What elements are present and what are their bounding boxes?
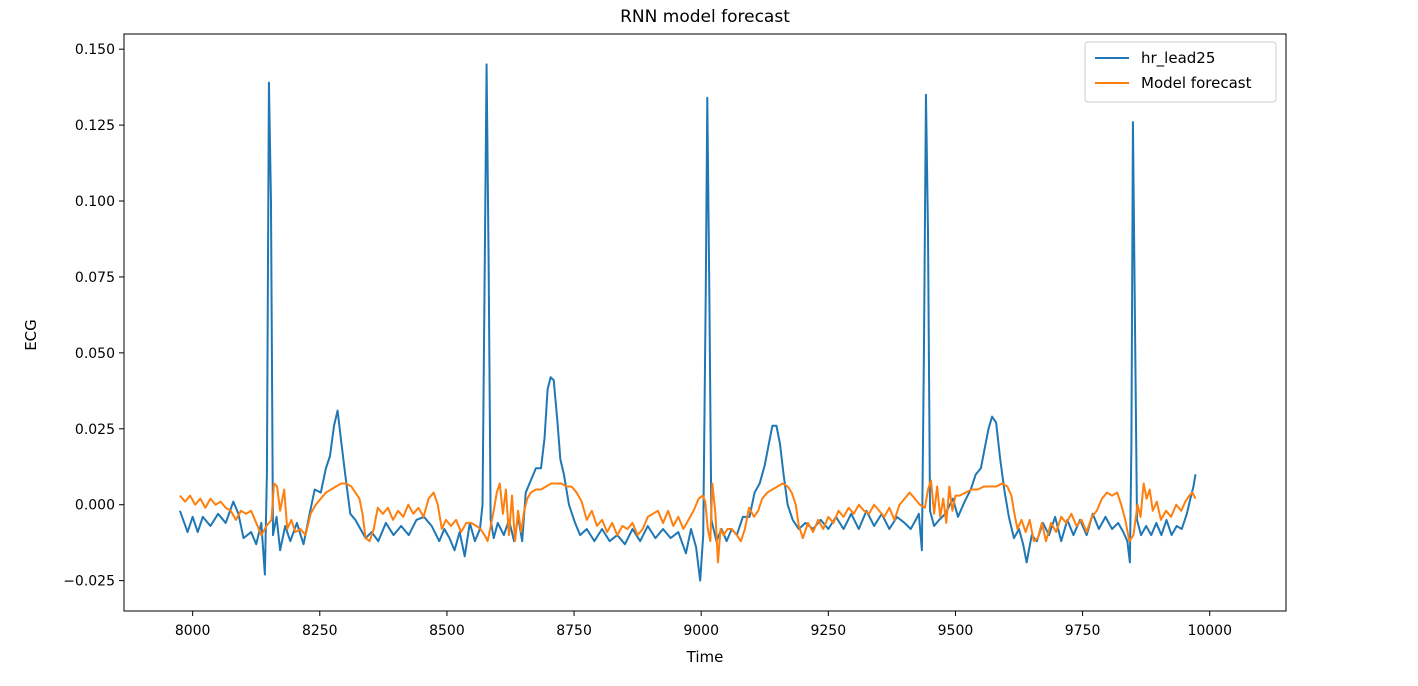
x-tick-label: 9500 [938,623,974,639]
legend-box [1084,41,1277,103]
x-axis-label: Time [686,648,724,666]
x-tick-label: 9000 [683,623,719,639]
chart-legend: hr_lead25 Model forecast [1084,41,1277,103]
y-tick-label: 0.125 [75,118,115,134]
y-tick-label: −0.025 [63,574,115,590]
y-tick-label: 0.025 [75,422,115,438]
x-tick-label: 9750 [1065,623,1101,639]
legend-label: Model forecast [1141,74,1252,92]
x-tick-label: 8500 [429,623,465,639]
series-line-1 [178,63,1197,582]
x-tick-label: 8750 [556,623,592,639]
y-tick-label: 0.000 [75,498,115,514]
y-tick-label: 0.075 [75,270,115,286]
x-tick-label: 10000 [1187,623,1232,639]
series-line-2 [179,479,1197,564]
series-layer [178,63,1197,582]
y-axis-label: ECG [22,319,40,351]
y-tick-label: 0.050 [75,346,115,362]
plot-frame [123,33,1287,612]
x-axis: 8000 8250 8500 8750 9000 9250 9500 9750 10000 [175,611,1232,639]
y-axis: −0.025 0.000 0.025 0.050 0.075 0.100 0.125 0.15… [63,42,124,590]
legend-label: hr_lead25 [1141,49,1215,68]
x-tick-label: 9250 [810,623,846,639]
chart-title: RNN model forecast [620,7,790,27]
y-tick-label: 0.150 [75,42,115,58]
x-tick-label: 8000 [175,623,211,639]
x-tick-label: 8250 [302,623,338,639]
y-tick-label: 0.100 [75,194,115,210]
plot-area [123,33,1287,612]
